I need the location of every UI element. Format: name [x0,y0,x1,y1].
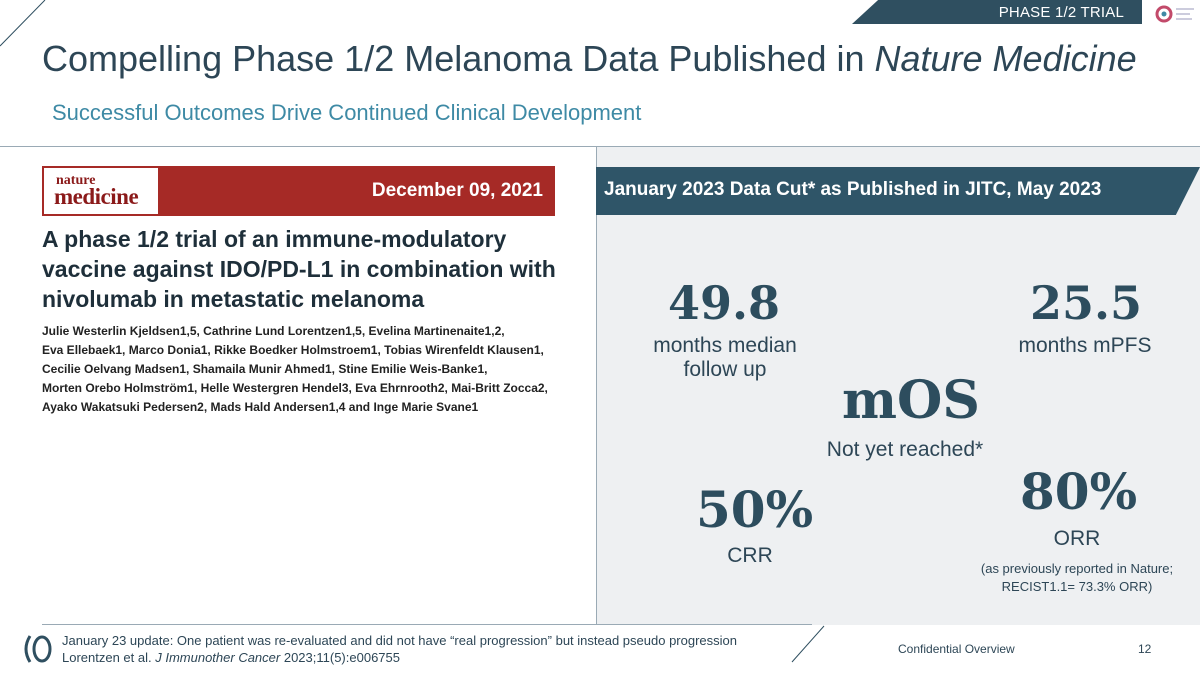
author-line: Morten Orebo Holmström1, Helle Westergre… [42,381,548,395]
author-line: Ayako Wakatsuki Pedersen2, Mads Hald And… [42,400,479,414]
orr-footnote: (as previously reported in Nature; RECIS… [980,561,1174,594]
results-panel [596,147,1200,625]
title-journal-text: Nature Medicine [874,38,1137,79]
footer-decor-line [791,625,825,663]
page-title: Compelling Phase 1/2 Melanoma Data Publi… [42,38,1137,80]
company-footer-logo-icon [24,635,52,663]
crr-value: 50% [696,480,814,539]
journal-logo-line1: nature [56,173,96,188]
header-divider [0,146,1200,147]
citation-authors: Lorentzen et al. [62,650,156,665]
citation-details: 2023;11(5):e006755 [280,650,400,665]
mos-value: mOS [842,370,980,431]
nature-medicine-logo: nature medicine [44,168,158,214]
citation-journal: J Immunother Cancer [155,650,281,665]
footnote-update: January 23 update: One patient was re-ev… [62,633,737,648]
mpfs-value: 25.5 [1030,276,1143,330]
title-main-text: Compelling Phase 1/2 Melanoma Data Publi… [42,38,875,79]
page-number: 12 [1138,642,1152,656]
phase-tag: PHASE 1/2 TRIAL [852,0,1142,24]
data-cut-banner-text: January 2023 Data Cut* as Published in J… [604,179,1102,200]
paper-title: A phase 1/2 trial of an immune-modulator… [42,226,556,312]
publication-date: December 09, 2021 [371,180,543,201]
data-cut-banner [596,167,1200,215]
footer-divider [42,624,812,625]
orr-label: ORR [1053,527,1101,550]
page-subtitle: Successful Outcomes Drive Continued Clin… [52,100,642,125]
journal-logo-line2: medicine [54,184,139,209]
confidential-label: Confidential Overview [898,642,1015,656]
footer-notes: January 23 update: One patient was re-ev… [62,632,737,666]
mpfs-label: months mPFS [1018,334,1152,357]
crr-label: CRR [727,544,773,567]
company-logo-icon [1155,5,1194,23]
mos-label: Not yet reached* [826,438,984,461]
median-follow-up-value: 49.8 [668,276,781,330]
corner-decor-line [0,0,46,47]
phase-tag-label: PHASE 1/2 TRIAL [998,4,1124,21]
footnote-citation: Lorentzen et al. J Immunother Cancer 202… [62,649,737,666]
author-line: Julie Westerlin Kjeldsen1,5, Cathrine Lu… [42,324,505,338]
median-follow-up-label: months median follow up [653,334,797,381]
author-line: Eva Ellebaek1, Marco Donia1, Rikke Boedk… [42,343,544,357]
author-list: Julie Westerlin Kjeldsen1,5, Cathrine Lu… [42,322,582,417]
author-line: Cecilie Oelvang Madsen1, Shamaila Munir … [42,362,488,376]
orr-value: 80% [1020,462,1138,521]
